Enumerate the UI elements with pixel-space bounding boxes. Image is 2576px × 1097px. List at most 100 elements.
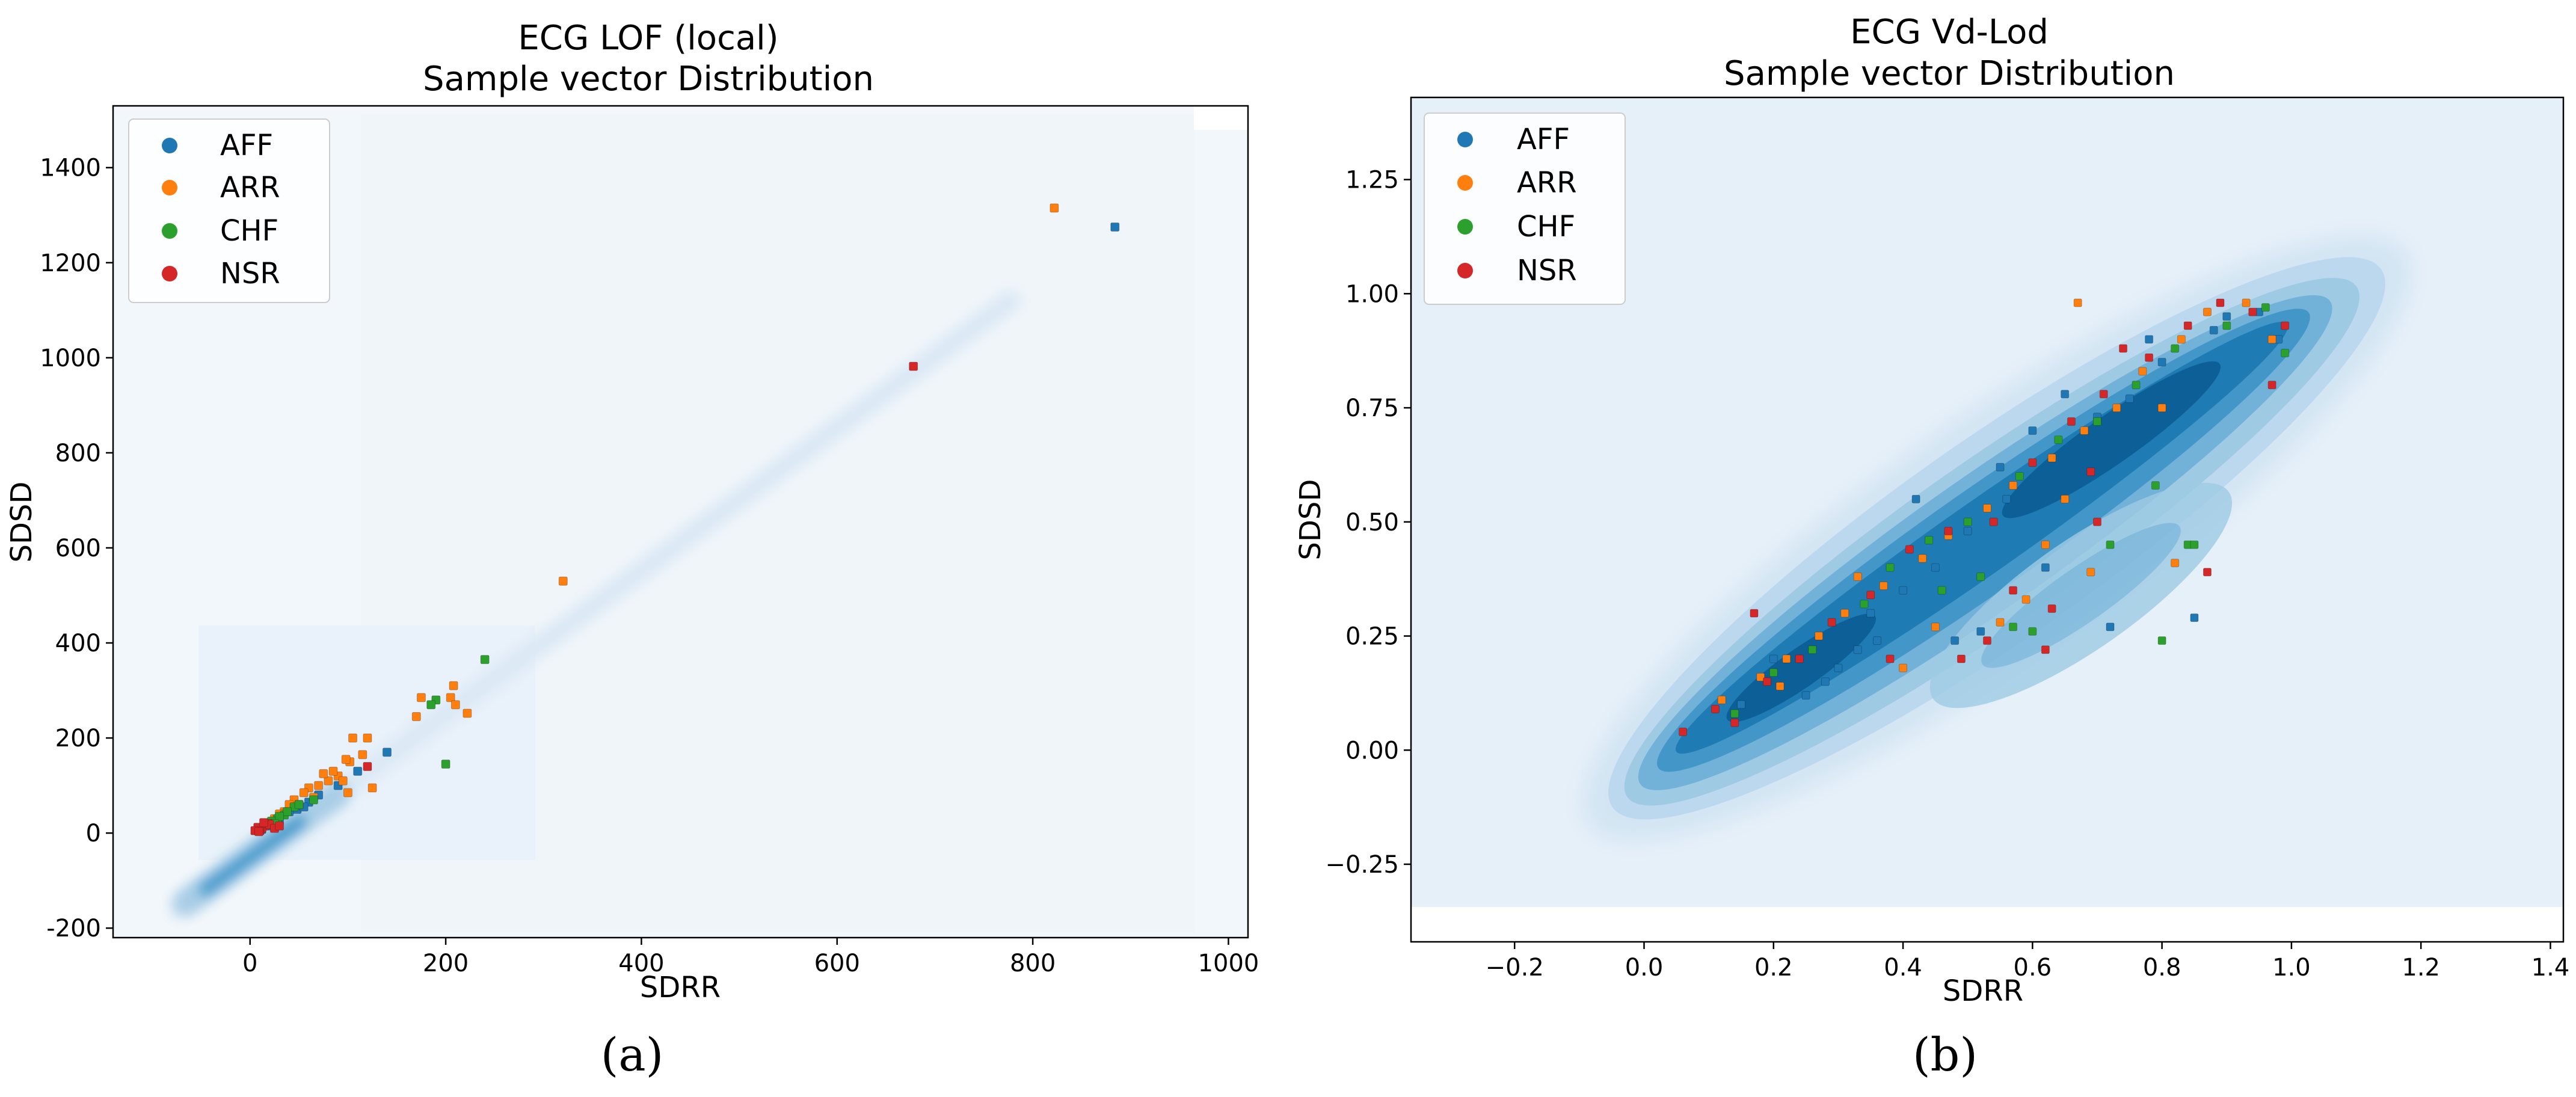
point-nsr [2119,344,2128,353]
point-arr [2061,494,2070,503]
legend-marker-aff [162,138,177,153]
panel-label-b: (b) [1913,1028,1978,1081]
point-aff [1963,526,1972,535]
point-arr [2171,559,2180,568]
point-nsr [2009,586,2018,595]
point-chf [1730,709,1739,718]
point-chf [1886,563,1895,572]
point-arr [2112,404,2121,413]
point-arr [1782,654,1791,663]
point-arr [1931,622,1940,631]
legend-marker-nsr [162,266,177,281]
y-tick-label: 1.00 [1345,280,1399,308]
x-tick-label: −0.2 [1486,954,1544,982]
point-nsr [1730,718,1739,727]
point-aff [2061,390,2070,399]
point-nsr [909,361,918,371]
legend-label-chf: CHF [220,214,278,248]
point-arr [2073,298,2082,307]
point-nsr [1905,545,1914,554]
point-arr [1775,682,1784,691]
point-arr [319,769,328,778]
point-chf [275,811,284,821]
point-chf [2222,321,2231,330]
point-nsr [2086,467,2095,476]
point-arr [450,700,460,710]
legend-label-aff: AFF [220,129,273,162]
point-chf [2106,540,2115,549]
point-chf [1976,572,1985,581]
legend-b-marker-chf [1457,219,1473,235]
y-tick-label: −0.25 [1325,851,1399,879]
x-tick-label: 600 [814,950,860,977]
point-aff [1911,494,1920,503]
point-arr [2041,540,2050,549]
x-tick-label: 0.4 [1884,954,1922,982]
point-chf [441,760,450,769]
point-chf [1925,536,1934,545]
point-aff [1801,691,1810,700]
point-arr [299,788,309,797]
point-chf [2015,472,2024,481]
point-arr [1879,582,1888,591]
point-chf [1963,517,1972,526]
point-nsr [1827,618,1836,627]
point-aff [1853,645,1862,654]
point-nsr [2047,604,2056,613]
point-arr [2021,595,2030,604]
point-arr [2203,307,2212,316]
y-tick-label: 1400 [40,155,101,182]
point-nsr [1711,704,1720,713]
chart-b-frame [1410,96,2565,943]
x-tick-label: 1.4 [2531,954,2570,982]
point-arr [1996,618,2005,627]
point-arr [2138,367,2147,376]
chart-a-title-line2: Sample vector Distribution [423,60,874,99]
point-arr [314,781,324,790]
point-aff [2222,312,2231,321]
y-tick-label: 1000 [40,345,101,372]
point-chf [2261,303,2270,312]
y-tick-label: 1.25 [1345,167,1399,194]
point-arr [1899,663,1908,672]
point-nsr [275,821,284,831]
point-nsr [1763,677,1772,686]
chart-a-ylabel: SDSD [5,482,38,563]
legend-b-label-arr: ARR [1517,166,1577,200]
point-aff [2157,358,2166,367]
point-nsr [2183,321,2192,330]
chart-b-title-line1: ECG Vd-Lod [1850,13,2049,52]
point-nsr [1679,727,1688,736]
point-aff [2209,326,2218,335]
legend-b-label-aff: AFF [1517,123,1570,156]
point-nsr [259,818,269,828]
chart-a-legend: AFF ARR CHF NSR [128,118,330,303]
x-tick-label: 200 [423,950,469,977]
point-arr [2177,335,2186,344]
chart-b-points [1679,298,2290,736]
point-aff [2002,494,2011,503]
point-aff [1110,223,1120,232]
point-arr [2080,426,2089,435]
point-aff [1821,677,1830,686]
point-nsr [2067,417,2076,426]
point-arr [367,783,377,793]
point-chf [283,807,292,817]
point-arr [1918,554,1927,563]
point-arr [338,776,348,785]
point-arr [2267,335,2276,344]
point-aff [1866,609,1875,618]
point-nsr [1957,654,1966,663]
point-nsr [2216,298,2225,307]
point-aff [2190,613,2199,622]
x-tick-label: 400 [618,950,664,977]
point-aff [1976,627,1985,636]
y-tick-label: 0.50 [1345,509,1399,536]
point-nsr [1750,609,1759,618]
x-tick-label: 0.6 [2014,954,2052,982]
point-arr [416,693,426,702]
chart-a: ECG LOF (local) Sample vector Distributi… [5,19,1259,1081]
point-chf [2157,636,2166,645]
x-tick-label: 0.2 [1754,954,1793,982]
